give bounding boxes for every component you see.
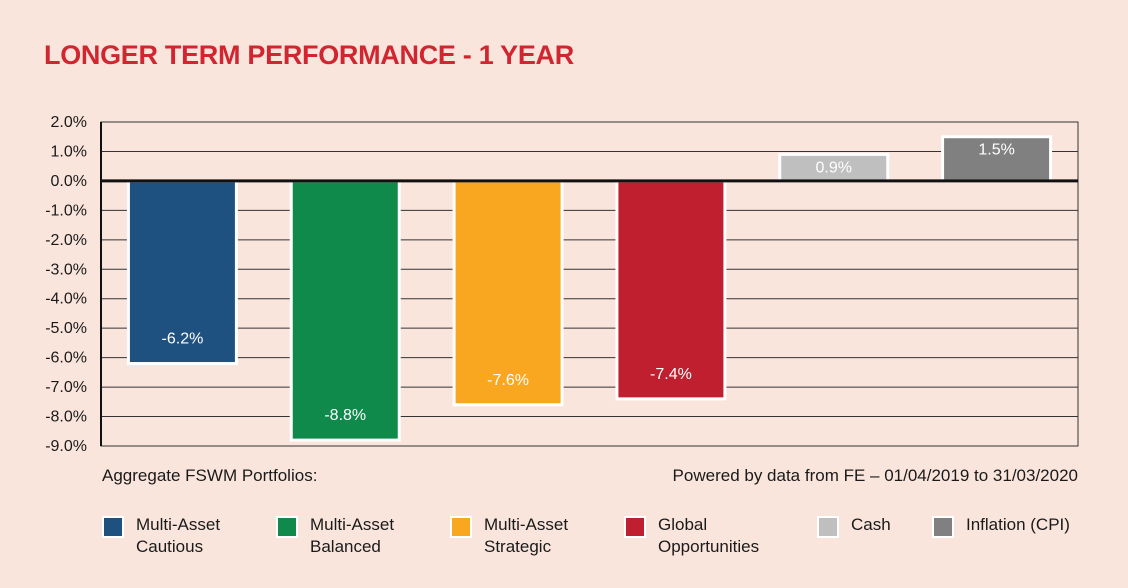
legend-swatch — [932, 516, 954, 538]
y-tick-label: -7.0% — [45, 379, 87, 396]
legend-item: Global Opportunities — [624, 514, 759, 558]
legend-item: Inflation (CPI) — [932, 514, 1070, 538]
legend-swatch — [276, 516, 298, 538]
y-tick-label: -6.0% — [45, 350, 87, 367]
legend-label: Multi-Asset Strategic — [484, 515, 569, 556]
y-tick-label: 2.0% — [51, 114, 87, 131]
legend-swatch — [817, 516, 839, 538]
data-label: -6.2% — [162, 331, 204, 348]
y-tick-label: -9.0% — [45, 438, 87, 455]
bar-multi-asset-strategic — [452, 179, 564, 407]
chart-title: LONGER TERM PERFORMANCE - 1 YEAR — [44, 40, 574, 70]
data-label: -7.4% — [650, 366, 692, 383]
y-tick-label: -5.0% — [45, 320, 87, 337]
footnote-portfolios: Aggregate FSWM Portfolios: — [102, 466, 318, 485]
y-tick-label: -1.0% — [45, 202, 87, 219]
y-tick-label: 1.0% — [51, 143, 87, 160]
legend-label: Cash — [851, 515, 891, 534]
legend-swatch — [624, 516, 646, 538]
legend-label: Multi-Asset Cautious — [136, 515, 221, 556]
bars — [126, 135, 1053, 442]
legend-item: Multi-Asset Strategic — [450, 514, 568, 558]
data-labels: -6.2% -8.8% -7.6% -7.4% 0.9% 1.5% — [162, 142, 1015, 424]
y-tick-label: -8.0% — [45, 409, 87, 426]
y-tick-label: -4.0% — [45, 291, 87, 308]
bar-global-opportunities — [615, 179, 727, 401]
legend-item: Cash — [817, 514, 891, 538]
bar-chart: 2.0% 1.0% 0.0% -1.0% -2.0% -3.0% -4.0% -5.0% -6.… — [45, 114, 1079, 455]
data-label: -7.6% — [487, 372, 529, 389]
bar-inflation-cpi — [941, 135, 1053, 183]
y-tick-label: -3.0% — [45, 261, 87, 278]
bar-multi-asset-balanced — [289, 179, 401, 442]
data-label: 1.5% — [978, 142, 1014, 159]
footnote-source: Powered by data from FE – 01/04/2019 to … — [672, 466, 1078, 485]
bar-cash — [778, 152, 890, 183]
data-label: -8.8% — [324, 407, 366, 424]
legend-swatch — [450, 516, 472, 538]
legend-label: Global Opportunities — [658, 515, 760, 556]
bar-multi-asset-cautious — [126, 179, 238, 366]
legend: Multi-Asset Cautious Multi-Asset Balanced… — [0, 514, 1128, 574]
legend-item: Multi-Asset Cautious — [102, 514, 220, 558]
legend-swatch — [102, 516, 124, 538]
legend-label: Inflation (CPI) — [966, 515, 1070, 534]
gridlines — [100, 121, 1079, 447]
plot-frame — [100, 121, 1079, 447]
y-tick-label: -2.0% — [45, 232, 87, 249]
legend-label: Multi-Asset Balanced — [310, 515, 395, 556]
legend-item: Multi-Asset Balanced — [276, 514, 394, 558]
data-label: 0.9% — [816, 159, 852, 176]
y-axis-ticks: 2.0% 1.0% 0.0% -1.0% -2.0% -3.0% -4.0% -5.0% -6.… — [45, 114, 87, 455]
y-tick-label: 0.0% — [51, 173, 87, 190]
